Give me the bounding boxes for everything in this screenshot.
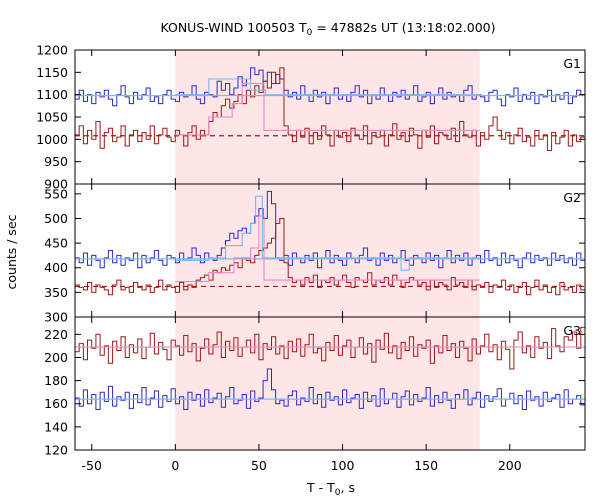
chart-title-rest: = 47882s UT (13:18:02.000) (312, 20, 495, 35)
panel-g1-ytick-label: 950 (44, 154, 68, 169)
panel-g2-ytick-label: 300 (44, 310, 68, 325)
panel-g1-ytick-label: 1050 (36, 110, 68, 125)
x-axis-label-main: T - T (306, 480, 335, 495)
panel-g1-label: G1 (563, 56, 581, 71)
panel-g1-ytick-label: 1150 (36, 65, 68, 80)
panel-g1-binned-curve-light_blue (175, 78, 480, 96)
y-axis-label: counts / sec (4, 214, 19, 289)
panel-g2-ytick-label: 400 (44, 260, 68, 275)
panel-g2-plot-area (75, 190, 585, 296)
panel-g1-ytick-label: 1000 (36, 132, 68, 147)
panel-g1: 900 950 1000 1050 1100 1150 1200 G1 (36, 43, 586, 192)
panel-g2-ytick-label: 550 (44, 186, 68, 201)
panel-g3-ytick-label: 180 (44, 373, 68, 388)
panel-g2-ytick-label: 500 (44, 211, 68, 226)
xtick-label: 100 (331, 458, 355, 473)
xtick-label: 50 (251, 458, 267, 473)
panel-g3-ytick-label: 160 (44, 396, 68, 411)
panel-g3-frame (74, 316, 586, 451)
panel-g2-binned-curve-light_blue (175, 195, 480, 271)
panel-g3-series-blue (75, 368, 585, 410)
panel-g3-label: G3 (563, 323, 581, 338)
panel-g2: 300 350 400 450 500 550 G2 (44, 183, 586, 325)
panel-g1-plot-area (75, 67, 585, 151)
panel-g1-ytick-label: 1100 (36, 87, 68, 102)
panel-g3-plot-area (75, 326, 585, 410)
panel-g3-shaded-interval (175, 317, 480, 450)
chart-title-main: KONUS-WIND 100503 T (160, 20, 306, 35)
panel-g3-series-red (75, 326, 585, 370)
panel-g1-ytick-label: 1200 (36, 43, 68, 58)
x-axis-label-sub: 0 (335, 488, 341, 498)
panel-g3-ytick-label: 200 (44, 350, 68, 365)
panel-g2-ytick-label: 450 (44, 236, 68, 251)
x-axis-label-rest: , s (341, 480, 355, 495)
xtick-label: 0 (171, 458, 179, 473)
panel-g3-ytick-label: 140 (44, 419, 68, 434)
panel-g1-ytick-label: 900 (44, 177, 68, 192)
xtick-label: 150 (414, 458, 438, 473)
panel-g2-label: G2 (563, 190, 581, 205)
xtick-label: -50 (82, 458, 102, 473)
panel-g3-ytick-label: 120 (44, 443, 68, 458)
chart-title: KONUS-WIND 100503 T0 = 47882s UT (13:18:… (160, 20, 495, 38)
panel-g2-series-blue (75, 190, 585, 269)
panel-g3-ytick-label: 220 (44, 327, 68, 342)
panel-g1-binned-curve-pink (175, 82, 480, 136)
panel-g3: 120 140 160 180 200 220 G3 (44, 316, 586, 458)
panel-g1-series-red (75, 67, 585, 151)
panels-group: 90095010001050110011501200G1300350400450… (36, 43, 586, 473)
xtick-label: 200 (498, 458, 522, 473)
chart-title-sub: 0 (307, 28, 313, 38)
panel-g1-series-blue (75, 67, 585, 107)
panel-g2-binned-curve-pink (175, 215, 480, 283)
x-axis-label: T - T0, s (306, 480, 355, 498)
panel-g2-ytick-label: 350 (44, 285, 68, 300)
